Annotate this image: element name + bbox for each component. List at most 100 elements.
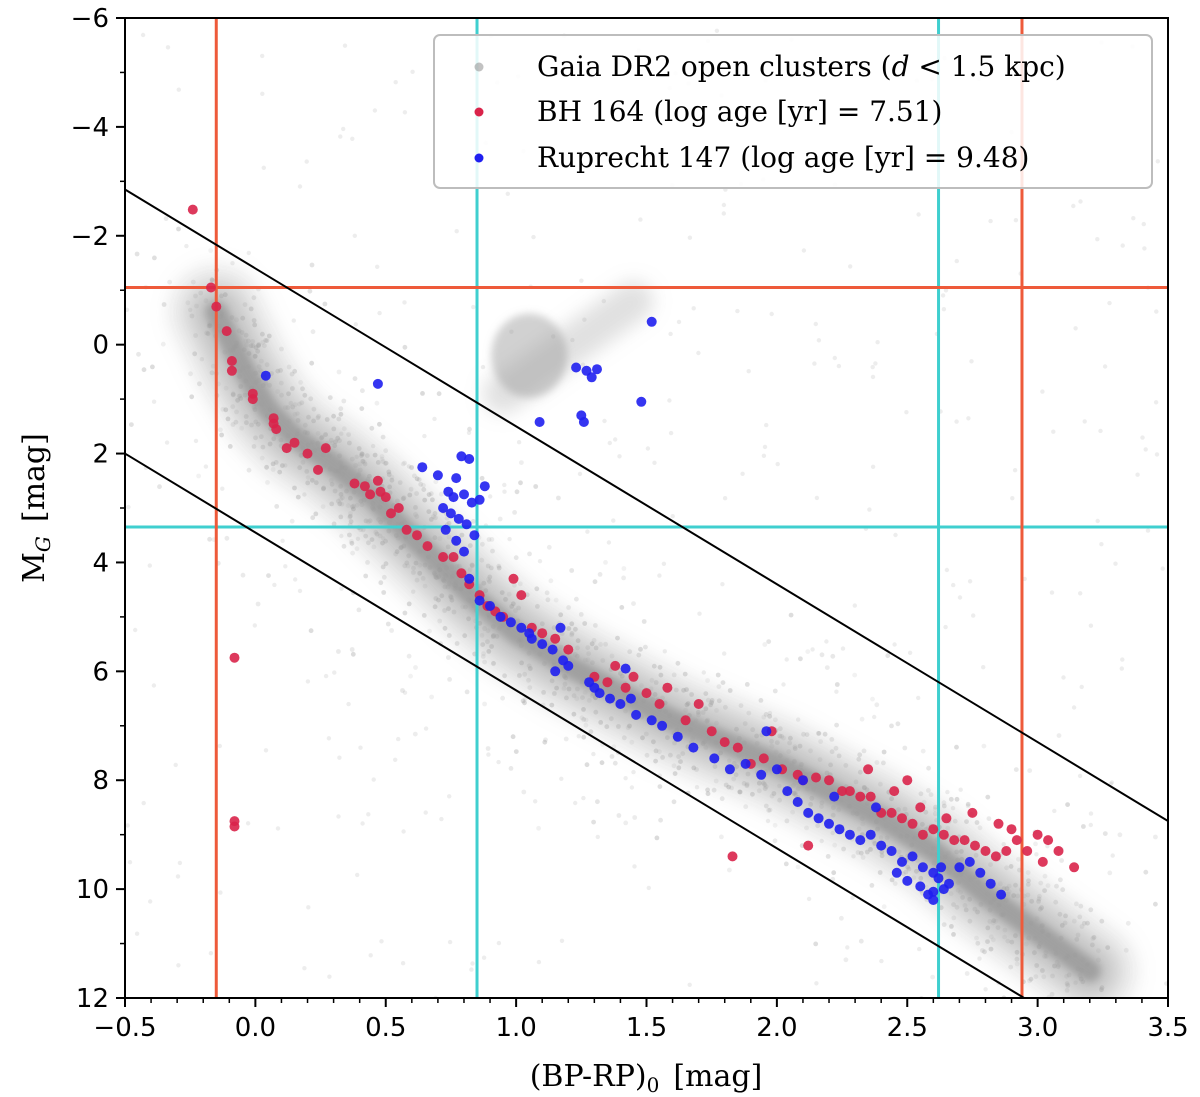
field-star [428, 517, 434, 522]
field-star [951, 932, 956, 937]
field-star [1096, 957, 1101, 963]
bh164-point [1037, 856, 1048, 867]
field-star [788, 735, 793, 741]
field-star [965, 801, 971, 807]
field-star [829, 737, 835, 742]
field-star [1026, 935, 1032, 941]
field-star [1160, 566, 1165, 571]
field-star [320, 504, 326, 509]
x-tick-label: 0.5 [365, 1013, 406, 1043]
field-star [1073, 326, 1078, 331]
field-star [466, 430, 472, 435]
field-star [406, 653, 412, 659]
field-star [834, 722, 839, 728]
field-star [897, 849, 902, 854]
field-star [613, 437, 618, 442]
field-star [702, 739, 707, 745]
field-star [810, 647, 815, 652]
field-star [685, 701, 691, 706]
field-star [491, 661, 496, 666]
bh164-point [537, 628, 548, 639]
field-star [870, 696, 875, 702]
field-star [376, 517, 381, 522]
field-star [859, 716, 865, 722]
field-star [805, 786, 810, 792]
field-star [940, 293, 946, 298]
field-star [1088, 822, 1094, 828]
field-star [861, 785, 867, 790]
bh164-point [907, 818, 918, 829]
field-star [985, 794, 991, 800]
field-star [505, 191, 510, 196]
field-star [795, 864, 801, 870]
field-star [445, 584, 451, 590]
field-star [965, 803, 971, 809]
field-star [809, 795, 815, 801]
field-star [462, 633, 468, 639]
field-star [577, 471, 583, 477]
field-star [911, 875, 917, 881]
field-star [631, 769, 636, 775]
field-star [398, 545, 404, 551]
field-star [1131, 216, 1136, 221]
field-star [453, 583, 459, 589]
field-star [1025, 882, 1031, 887]
field-star [941, 800, 947, 806]
ruprecht147-series [260, 316, 1007, 905]
field-star [1056, 733, 1062, 738]
field-star [248, 306, 254, 312]
field-star [245, 821, 251, 826]
field-star [1036, 896, 1042, 902]
field-star [310, 439, 315, 445]
field-star [365, 560, 370, 565]
field-star [479, 633, 485, 638]
field-star [251, 318, 257, 323]
field-star [988, 934, 994, 940]
field-star [385, 621, 391, 627]
field-star [720, 582, 725, 587]
field-star [813, 321, 818, 327]
field-star [1155, 159, 1161, 164]
field-star [1059, 923, 1065, 928]
field-star [279, 346, 284, 352]
field-star [1045, 844, 1050, 849]
field-star [227, 444, 233, 449]
field-star [359, 453, 364, 458]
field-star [870, 364, 875, 370]
field-star [339, 533, 344, 539]
field-star [678, 759, 683, 764]
field-star [386, 528, 392, 534]
bh164-point [1022, 846, 1033, 856]
field-star [233, 419, 239, 425]
field-star [795, 786, 801, 792]
field-star [324, 417, 330, 422]
field-star [361, 459, 367, 465]
field-star [946, 870, 952, 875]
field-star [348, 511, 353, 516]
field-star [723, 704, 728, 710]
ruprecht147-point [917, 862, 928, 873]
field-star [573, 626, 578, 632]
x-tick-label: 2.5 [887, 1013, 928, 1043]
field-star [738, 703, 744, 708]
field-star [405, 563, 411, 569]
field-star [338, 514, 344, 520]
bh164-point [422, 541, 433, 552]
field-star [552, 691, 557, 696]
field-star [777, 797, 782, 803]
field-star [1012, 468, 1018, 473]
field-star [292, 368, 298, 374]
field-star [1015, 893, 1021, 899]
field-star [786, 749, 792, 754]
ruprecht147-point [902, 875, 913, 886]
field-star [362, 461, 368, 467]
field-star [341, 426, 347, 432]
field-star [623, 820, 629, 826]
field-star [1099, 985, 1105, 991]
field-star [339, 465, 345, 471]
bh164-point [1053, 846, 1064, 856]
field-star [1088, 907, 1094, 913]
field-star [402, 519, 407, 525]
field-star [210, 363, 216, 369]
field-star [941, 307, 947, 312]
